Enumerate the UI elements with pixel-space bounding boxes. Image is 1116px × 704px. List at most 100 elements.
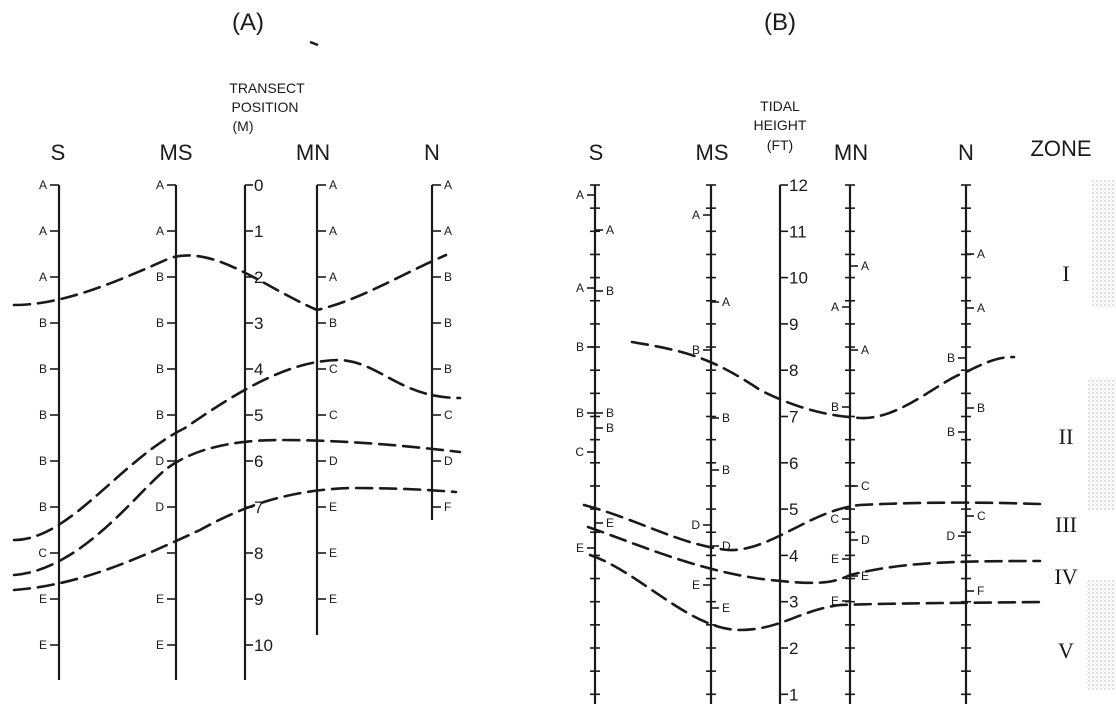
panel-b-zone-letter: B [831,400,839,414]
panel-b-header-n: N [958,140,974,165]
panel-b-zone-letter: F [977,584,984,598]
panel-b-scale-number: 5 [789,500,798,519]
panel-b-zone-letter: A [861,343,869,357]
panel-a-caption-line-3: (M) [233,118,254,134]
panel-a-zone-letter: B [444,316,452,330]
panel-a-zone-letter: D [155,454,164,468]
panel-b-scale-number: 9 [789,315,798,334]
panel-a-zone-letter: E [329,500,337,514]
panel-b-zone-letter: B [606,284,614,298]
panel-b-zone-letter: A [831,300,839,314]
panel-a-zone-letter: D [444,454,453,468]
panel-b-zone-letter: C [830,512,839,526]
panel-b-zone-letter: D [861,533,870,547]
panel-b-caption-line-1: TIDAL [760,98,800,114]
panel-a-scale-number: 7 [254,498,263,517]
panel-a-scale-number: 9 [254,590,263,609]
panel-a-scale-number: 4 [254,360,263,379]
panel-b-zone-letter: B [576,406,584,420]
stipple-patch-bottom [1086,580,1116,690]
panel-a-label: (A) [232,9,264,36]
panel-a-zone-letter: A [156,178,164,192]
zone-label-3: III [1055,512,1077,537]
zone-header: ZONE [1030,136,1091,161]
panel-b-zone-letter: B [722,463,730,477]
panel-b-zone-letter: D [691,518,700,532]
panel-a-caption-line-2: POSITION [232,99,299,115]
panel-a-scale-number: 1 [254,222,263,241]
panel-a-zone-letter: A [444,224,452,238]
panel-b-scale-number: 12 [789,176,808,195]
panel-b-scale-number: 3 [789,593,798,612]
panel-a-zone-letter: E [39,638,47,652]
panel-b-header-s: S [589,140,604,165]
panel-b-scale-number: 2 [789,639,798,658]
panel-a-zone-letter: B [39,362,47,376]
panel-b-zone-letter: B [947,425,955,439]
panel-a-scale-number: 8 [254,544,263,563]
panel-a-zone-letter: F [444,500,451,514]
panel-a-zone-letter: A [329,224,337,238]
panel-a-scale-labels: 0 1 2 3 4 5 6 7 8 9 10 [254,176,273,655]
zone-label-5: V [1058,638,1074,663]
panel-b-zone-letter: E [861,569,869,583]
panel-b-boundary-3 [586,525,1042,585]
panel-b-scale-number: 6 [789,454,798,473]
panel-b-scale-labels: 12 11 10 9 8 7 6 5 4 3 2 1 [789,176,808,704]
panel-b-zone-letter: A [576,188,584,202]
stipple-patch-middle [1088,378,1116,510]
panel-a-zone-letter: E [156,592,164,606]
panel-a-zone-letter: D [155,500,164,514]
panel-a-scale-number: 3 [254,314,263,333]
panel-a-zone-letter: A [39,270,47,284]
panel-b-scale-number: 7 [789,408,798,427]
panel-b-zone-letter: A [576,281,584,295]
panel-b-scale-number: 1 [789,685,798,704]
panel-b-zone-letter: C [977,509,986,523]
panel-a-boundary-1 [12,253,448,312]
panel-b-zone-letter: B [722,411,730,425]
panel-a-zone-letter: B [39,500,47,514]
panel-b-zone-letter: A [861,259,869,273]
panel-b-scale-number: 10 [789,269,808,288]
panel-a-header-s: S [51,140,66,165]
zone-label-4: IV [1054,564,1077,589]
panel-a-zone-letter: B [329,316,337,330]
panel-b-zone-letter: B [692,343,700,357]
panel-a-boundary-4 [12,486,458,592]
panel-a-header-ms: MS [160,140,193,165]
panel-a-header-mn: MN [296,140,330,165]
zone-label-2: II [1059,424,1074,449]
panel-b-label: (B) [764,9,796,36]
panel-a-zone-letter: A [39,178,47,192]
panel-a-zone-letters: A A A B B B B B C E E A A B B B B D D E E A A A B C C D E E E A A B B B C D F [38,178,453,652]
panel-b-header-ms: MS [696,140,729,165]
panel-b-zone-letter: B [977,401,985,415]
stipple-patch-top [1092,180,1116,308]
panel-b-scale-number: 4 [789,546,798,565]
panel-b-caption-line-3: (FT) [767,137,793,153]
panel-b-zone-letter: A [692,208,700,222]
panel-b-zone-letter: A [722,295,730,309]
panel-a-caption-line-1: TRANSECT [229,80,305,96]
panel-a-zone-letter: B [39,454,47,468]
panel-b-boundary-2 [582,501,1042,552]
panel-a-zone-letter: B [156,270,164,284]
panel-b-zone-letter: B [947,351,955,365]
panel-a-zone-letter: B [39,408,47,422]
panel-a-boundary-3 [12,438,462,577]
panel-a-zone-letter: B [39,316,47,330]
panel-b-zone-letter: E [722,601,730,615]
panel-b-zone-letter: C [861,479,870,493]
panel-b-zone-letter: E [831,552,839,566]
panel-a-zone-letter: A [329,270,337,284]
panel-a-zone-letter: B [156,408,164,422]
panel-a-scale-number: 2 [254,268,263,287]
panel-a-zone-letter: E [39,592,47,606]
panel-a-scale-number: 0 [254,176,263,195]
panel-b-zone-letter: E [576,541,584,555]
panel-b-zone-letter: B [576,340,584,354]
panel-a-boundary-2 [12,358,462,542]
